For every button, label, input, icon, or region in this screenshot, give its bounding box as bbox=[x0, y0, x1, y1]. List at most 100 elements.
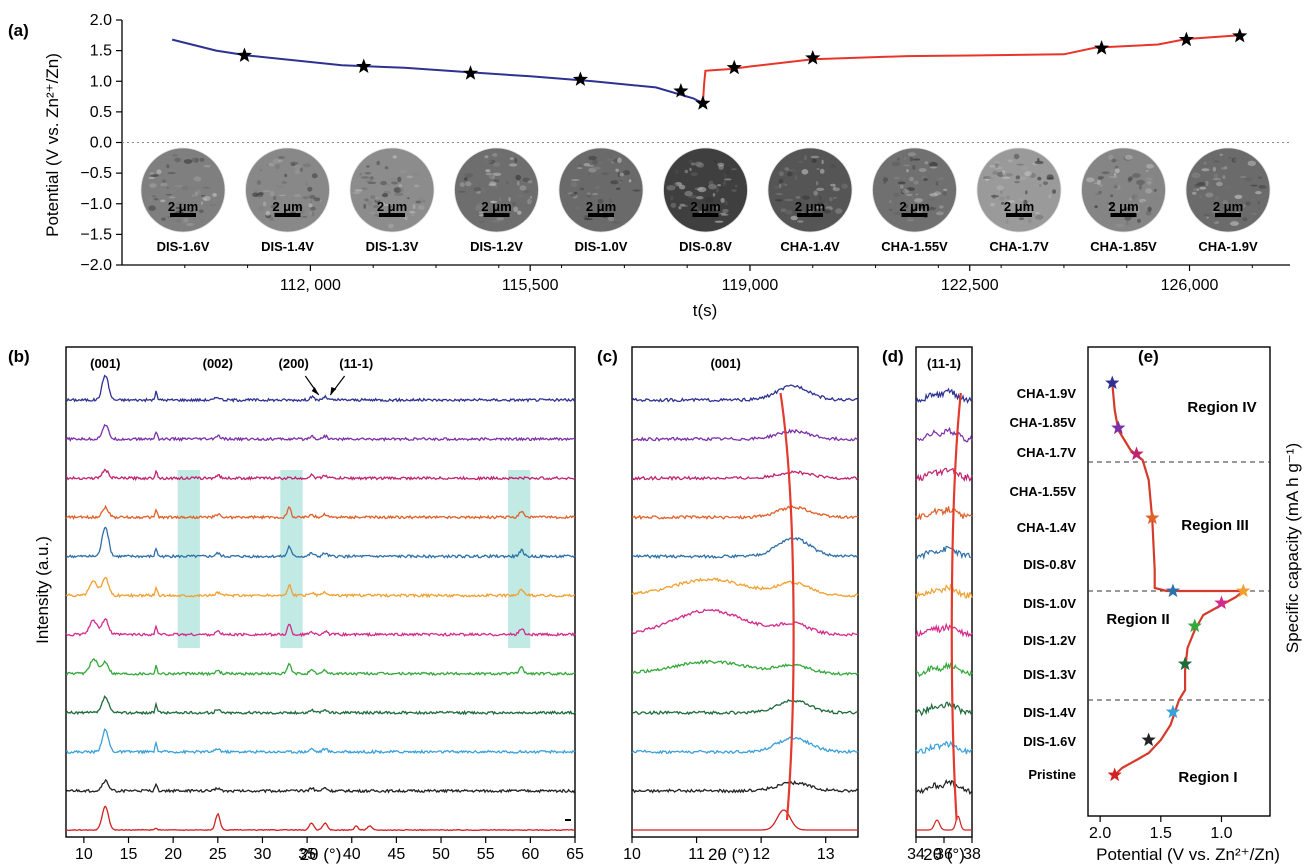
sem-texture-grain bbox=[778, 176, 784, 179]
panel-b-x-title: 2θ (°) bbox=[300, 845, 342, 864]
sem-texture-grain bbox=[587, 165, 595, 167]
sem-texture-grain bbox=[418, 196, 424, 201]
sem-texture-grain bbox=[994, 161, 1000, 164]
sem-scale-label: 2 μm bbox=[481, 199, 511, 214]
panel-c-xrd-series bbox=[631, 608, 859, 637]
sem-texture-grain bbox=[723, 178, 732, 181]
sem-texture-grain bbox=[684, 190, 693, 197]
panel-b-xrd-series bbox=[65, 805, 576, 832]
sem-texture-grain bbox=[684, 169, 688, 174]
panel-a-star-marker bbox=[805, 49, 821, 65]
panel-a-series-line-1 bbox=[701, 34, 1240, 104]
sem-image bbox=[454, 147, 539, 233]
sem-texture-grain bbox=[808, 199, 814, 205]
sem-texture-grain bbox=[302, 163, 311, 168]
sem-texture-grain bbox=[811, 158, 817, 163]
sem-texture-grain bbox=[787, 169, 796, 172]
sem-texture-grain bbox=[183, 159, 193, 164]
sem-texture-grain bbox=[810, 155, 820, 159]
sem-texture-grain bbox=[732, 205, 741, 208]
sem-texture-grain bbox=[379, 202, 386, 206]
sem-texture-grain bbox=[516, 210, 522, 215]
sem-texture-grain bbox=[1108, 176, 1118, 178]
panel-b-xrd-series bbox=[65, 504, 576, 521]
sem-scale-label: 2 μm bbox=[899, 199, 929, 214]
sem-texture-grain bbox=[1001, 176, 1011, 179]
sem-texture-grain bbox=[1206, 216, 1209, 219]
sem-texture-grain bbox=[359, 173, 363, 176]
panel-e-star-marker bbox=[1129, 446, 1144, 461]
panel-e-xtick-label: 1.0 bbox=[1210, 825, 1232, 842]
panel-d-xtick-label: 38 bbox=[963, 846, 981, 863]
sem-texture-grain bbox=[410, 211, 416, 215]
panel-a-ytick-label: −1.5 bbox=[80, 226, 112, 243]
panel-b-highlight-band bbox=[280, 470, 303, 648]
sem-texture-grain bbox=[310, 206, 316, 211]
panel-e-frame bbox=[1087, 346, 1271, 817]
panel-b-xtick-label: 65 bbox=[566, 846, 584, 863]
sem-texture-grain bbox=[935, 181, 939, 186]
sem-texture-grain bbox=[370, 195, 376, 200]
sem-texture-grain bbox=[465, 181, 472, 187]
sem-texture-grain bbox=[632, 177, 636, 182]
panel-b-xtick-label: 15 bbox=[120, 846, 138, 863]
sem-texture-grain bbox=[1205, 180, 1209, 186]
sem-texture-grain bbox=[778, 171, 785, 177]
sem-texture-grain bbox=[1024, 206, 1028, 211]
sem-texture-grain bbox=[830, 183, 836, 187]
panel-c-xrd-series bbox=[631, 428, 859, 442]
sem-texture-grain bbox=[1230, 221, 1239, 226]
sem-texture-grain bbox=[1111, 158, 1117, 163]
sem-texture-grain bbox=[256, 180, 261, 185]
sem-texture-grain bbox=[1027, 218, 1032, 224]
sem-texture-grain bbox=[801, 169, 809, 175]
sem-texture-grain bbox=[415, 200, 422, 204]
sem-image-label: DIS-1.3V bbox=[366, 239, 419, 254]
sem-texture-grain bbox=[666, 185, 676, 191]
sem-texture-grain bbox=[610, 180, 619, 185]
sem-texture-grain bbox=[174, 157, 181, 163]
sem-texture-grain bbox=[388, 223, 394, 229]
sem-texture-grain bbox=[815, 205, 823, 209]
sem-texture-grain bbox=[1250, 184, 1258, 187]
sem-texture-grain bbox=[821, 159, 824, 165]
sem-image-label: CHA-1.9V bbox=[1198, 239, 1258, 254]
panel-b-xtick-label: 30 bbox=[254, 846, 272, 863]
sem-texture-grain bbox=[570, 179, 580, 181]
sem-texture-grain bbox=[714, 159, 717, 163]
panel-c-xrd-series bbox=[631, 384, 859, 403]
sem-texture-grain bbox=[1132, 173, 1141, 178]
sem-texture-grain bbox=[913, 180, 919, 185]
sem-texture-grain bbox=[175, 206, 182, 210]
sem-texture-grain bbox=[1224, 185, 1230, 189]
sem-texture-grain bbox=[414, 184, 420, 188]
sem-texture-grain bbox=[1138, 184, 1142, 190]
sem-texture-grain bbox=[922, 177, 928, 182]
panel-a-star-marker bbox=[1094, 40, 1110, 55]
sem-texture-grain bbox=[690, 162, 696, 166]
sem-texture-grain bbox=[1255, 191, 1262, 195]
sem-texture-grain bbox=[1023, 199, 1028, 205]
sem-texture-grain bbox=[1001, 207, 1006, 213]
sem-texture-grain bbox=[1015, 175, 1021, 180]
sem-texture-grain bbox=[364, 172, 372, 175]
sem-texture-grain bbox=[798, 160, 804, 163]
sem-texture-grain bbox=[1110, 169, 1114, 173]
sem-texture-grain bbox=[411, 214, 415, 217]
sem-texture-grain bbox=[270, 190, 275, 197]
panel-e-star-marker bbox=[1177, 656, 1193, 671]
sem-texture-grain bbox=[392, 155, 397, 159]
sem-texture-grain bbox=[942, 201, 950, 207]
panel-c-xrd-series bbox=[632, 809, 858, 831]
panel-c: (c) 10 11 12 13 2θ (°) (001) bbox=[597, 346, 859, 864]
sem-texture-grain bbox=[174, 184, 183, 188]
sem-texture-grain bbox=[298, 204, 301, 206]
sem-texture-grain bbox=[906, 169, 909, 173]
sem-texture-grain bbox=[1013, 153, 1020, 160]
panel-e-region-label: Region IV bbox=[1187, 399, 1256, 416]
sem-texture-grain bbox=[722, 180, 726, 187]
sem-texture-grain bbox=[597, 198, 604, 204]
sem-texture-grain bbox=[689, 167, 692, 172]
sem-texture-grain bbox=[1215, 195, 1219, 201]
sem-texture-grain bbox=[294, 175, 297, 179]
